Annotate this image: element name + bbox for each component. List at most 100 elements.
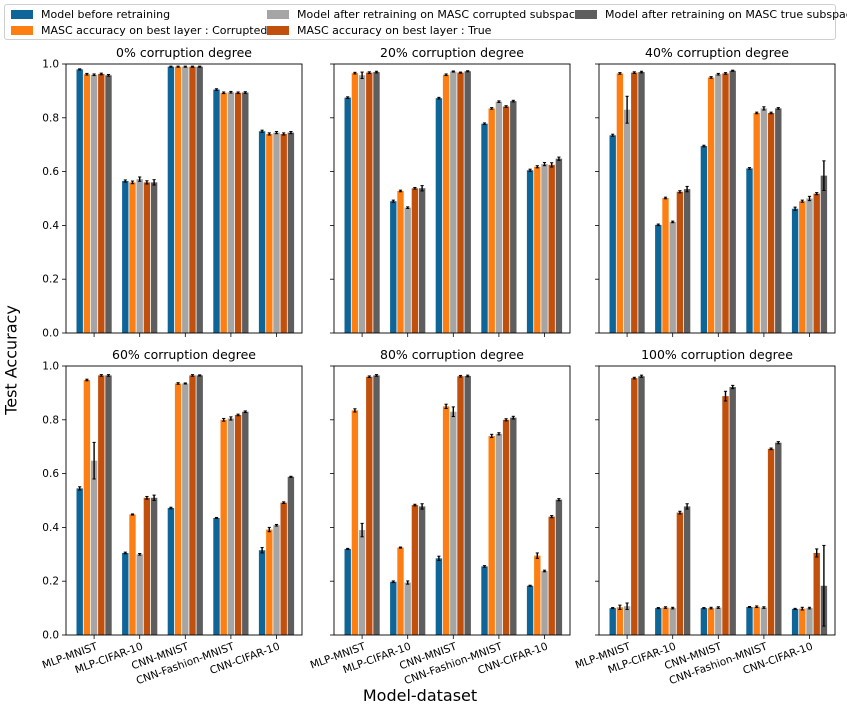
- bar: [287, 132, 295, 333]
- y-tick-label: 0.8: [42, 112, 59, 124]
- y-tick-label: 0.0: [42, 328, 59, 340]
- bar: [258, 131, 266, 333]
- axes-frame: [65, 63, 303, 334]
- bar: [90, 460, 98, 635]
- bar: [373, 72, 380, 333]
- legend-entry-retrain-corrupted: Model after retraining on MASC corrupted…: [267, 8, 582, 21]
- bar: [631, 72, 638, 334]
- bar: [98, 375, 105, 635]
- bar: [683, 189, 691, 333]
- bar: [715, 74, 722, 333]
- bar: [227, 92, 235, 333]
- bar: [450, 71, 457, 333]
- bar: [464, 375, 471, 635]
- bar: [495, 433, 503, 635]
- axes-frame: [598, 365, 836, 636]
- bar: [555, 158, 563, 333]
- bar: [813, 552, 820, 635]
- bar: [806, 198, 813, 333]
- bar: [143, 182, 151, 333]
- bar: [83, 379, 91, 635]
- bar: [799, 201, 806, 333]
- axes-frame: [65, 365, 303, 636]
- axes-frame: [333, 365, 571, 636]
- bar: [746, 607, 753, 635]
- bar: [502, 419, 510, 635]
- bar: [526, 170, 534, 333]
- bar: [182, 383, 189, 635]
- bar: [358, 530, 366, 635]
- x-axis-label: Model-dataset: [362, 686, 478, 705]
- bar: [189, 375, 196, 635]
- subplot-2: 20% corruption degree: [330, 45, 571, 337]
- bar: [760, 607, 768, 635]
- bar: [234, 92, 242, 333]
- bar: [767, 448, 775, 635]
- bar: [442, 74, 450, 333]
- bar: [105, 375, 112, 635]
- bar: [174, 66, 182, 333]
- bar: [609, 135, 616, 333]
- bar: [722, 396, 729, 635]
- bar: [167, 66, 175, 333]
- bar: [213, 517, 220, 635]
- bar: [280, 133, 287, 333]
- bar: [662, 197, 669, 333]
- bar: [464, 71, 471, 333]
- bar: [534, 166, 541, 333]
- bar: [616, 73, 624, 334]
- bar: [683, 506, 691, 635]
- bar: [129, 182, 136, 333]
- legend-swatch-retrain-corrupted: [267, 10, 289, 19]
- bar: [122, 552, 129, 635]
- bar: [366, 376, 373, 635]
- bar: [373, 375, 380, 635]
- bar: [351, 73, 359, 334]
- bar: [90, 74, 98, 333]
- legend-label: Model after retraining on MASC true subs…: [605, 8, 847, 21]
- bar: [631, 378, 638, 635]
- bar: [700, 608, 708, 635]
- axes-frame: [598, 63, 836, 334]
- legend-swatch-before-retraining: [11, 10, 33, 19]
- bar: [488, 435, 495, 635]
- bar: [435, 558, 443, 635]
- legend-entry-retrain-true: Model after retraining on MASC true subs…: [575, 8, 847, 21]
- bar: [775, 108, 782, 333]
- bar: [813, 193, 820, 333]
- bar: [227, 418, 235, 635]
- bar: [534, 555, 541, 635]
- bar: [196, 66, 203, 333]
- bar: [541, 164, 548, 333]
- bar: [129, 514, 136, 635]
- bar: [397, 547, 404, 635]
- bar: [502, 106, 510, 333]
- bar: [715, 607, 722, 635]
- subplot-title: 60% corruption degree: [112, 347, 256, 362]
- bar: [481, 123, 488, 333]
- bar: [344, 97, 351, 334]
- bar: [488, 108, 495, 333]
- bar: [541, 570, 548, 635]
- bar: [98, 73, 105, 333]
- bar: [273, 525, 280, 635]
- bar: [351, 410, 359, 635]
- bar: [418, 188, 426, 333]
- bar: [753, 112, 760, 334]
- bar: [258, 550, 266, 635]
- legend-swatch-masc-true: [267, 26, 289, 35]
- y-tick-label: 0.2: [42, 576, 59, 588]
- bar: [746, 168, 753, 333]
- bar: [555, 499, 563, 635]
- bar: [189, 66, 196, 333]
- bar: [136, 179, 143, 333]
- bar: [280, 502, 287, 635]
- y-axis-label: Test Accuracy: [1, 305, 21, 415]
- bar: [638, 72, 645, 333]
- bar: [435, 98, 443, 333]
- legend-entry-masc-true: MASC accuracy on best layer : True: [267, 24, 491, 37]
- bar: [457, 72, 464, 334]
- bar: [397, 190, 404, 333]
- bar: [150, 182, 158, 333]
- bar: [616, 607, 624, 635]
